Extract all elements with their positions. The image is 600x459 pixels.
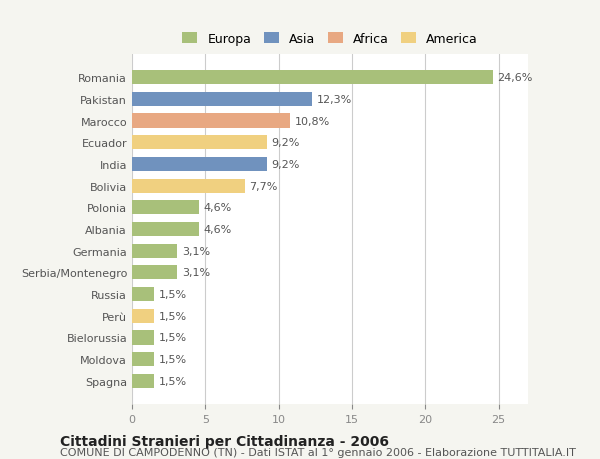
Text: 1,5%: 1,5%: [158, 290, 187, 299]
Bar: [132, 287, 154, 302]
Bar: [132, 179, 245, 193]
Text: 7,7%: 7,7%: [250, 181, 278, 191]
Text: 9,2%: 9,2%: [271, 160, 300, 169]
Text: 1,5%: 1,5%: [158, 376, 187, 386]
Text: 1,5%: 1,5%: [158, 333, 187, 343]
Text: Cittadini Stranieri per Cittadinanza - 2006: Cittadini Stranieri per Cittadinanza - 2…: [60, 434, 389, 448]
Bar: [132, 157, 267, 172]
Bar: [132, 223, 199, 236]
Bar: [132, 266, 178, 280]
Text: 1,5%: 1,5%: [158, 311, 187, 321]
Text: 3,1%: 3,1%: [182, 246, 210, 256]
Text: 9,2%: 9,2%: [271, 138, 300, 148]
Text: 1,5%: 1,5%: [158, 354, 187, 364]
Bar: [132, 93, 313, 106]
Bar: [132, 114, 290, 129]
Bar: [132, 309, 154, 323]
Text: COMUNE DI CAMPODENNO (TN) - Dati ISTAT al 1° gennaio 2006 - Elaborazione TUTTITA: COMUNE DI CAMPODENNO (TN) - Dati ISTAT a…: [60, 448, 576, 458]
Bar: [132, 374, 154, 388]
Bar: [132, 330, 154, 345]
Bar: [132, 71, 493, 85]
Bar: [132, 353, 154, 366]
Bar: [132, 244, 178, 258]
Text: 12,3%: 12,3%: [317, 95, 352, 105]
Text: 3,1%: 3,1%: [182, 268, 210, 278]
Text: 24,6%: 24,6%: [497, 73, 533, 83]
Text: 4,6%: 4,6%: [204, 203, 232, 213]
Bar: [132, 136, 267, 150]
Text: 4,6%: 4,6%: [204, 224, 232, 235]
Text: 10,8%: 10,8%: [295, 116, 330, 126]
Bar: [132, 201, 199, 215]
Legend: Europa, Asia, Africa, America: Europa, Asia, Africa, America: [176, 27, 484, 52]
